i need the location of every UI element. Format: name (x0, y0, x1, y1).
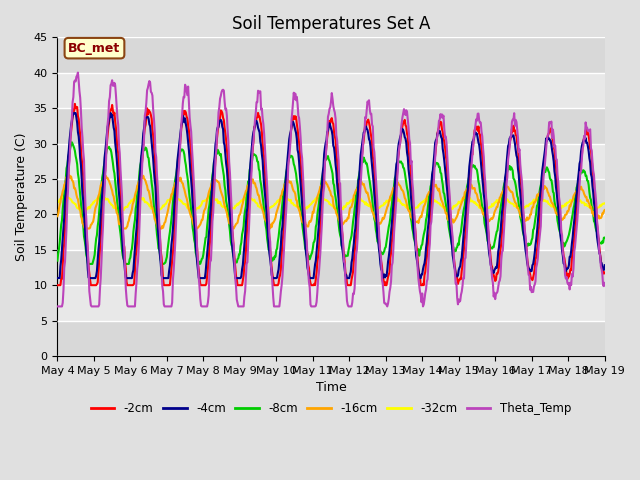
Bar (58, 108, 605, 144)
-4cm (175, 150, 182, 156)
Theta_Temp (431, 168, 438, 173)
Line: -8cm: -8cm (58, 142, 605, 264)
-32cm (378, 203, 385, 209)
Theta_Temp (198, 303, 205, 309)
-32cm (175, 196, 182, 202)
Bar (58, 321, 605, 356)
Text: BC_met: BC_met (68, 42, 120, 55)
Bar (58, 285, 605, 321)
Theta_Temp (552, 143, 559, 148)
Line: -4cm: -4cm (58, 113, 605, 278)
Theta_Temp (54, 303, 61, 309)
-16cm (199, 217, 207, 223)
-16cm (378, 219, 385, 225)
-8cm (601, 235, 609, 240)
Bar (58, 215, 605, 250)
Bar (58, 179, 605, 215)
-2cm (198, 282, 205, 288)
-8cm (68, 139, 76, 145)
-16cm (324, 184, 332, 190)
-32cm (54, 200, 61, 206)
X-axis label: Time: Time (316, 381, 346, 394)
-4cm (552, 174, 559, 180)
-8cm (378, 250, 385, 256)
-2cm (376, 252, 384, 258)
-4cm (323, 129, 331, 135)
-2cm (54, 282, 61, 288)
-16cm (175, 175, 183, 181)
-4cm (54, 275, 61, 281)
-32cm (601, 201, 609, 206)
-8cm (324, 153, 332, 159)
Line: -16cm: -16cm (58, 175, 605, 228)
Theta_Temp (323, 131, 331, 137)
-8cm (552, 205, 560, 211)
Line: -32cm: -32cm (58, 196, 605, 212)
-2cm (552, 156, 559, 162)
-8cm (84, 261, 92, 267)
-4cm (431, 150, 438, 156)
Line: Theta_Temp: Theta_Temp (58, 72, 605, 306)
Theta_Temp (601, 280, 609, 286)
-4cm (376, 261, 384, 267)
-16cm (54, 213, 61, 219)
-2cm (71, 101, 79, 107)
Bar (58, 37, 605, 73)
-16cm (601, 207, 609, 213)
-16cm (431, 183, 439, 189)
Title: Soil Temperatures Set A: Soil Temperatures Set A (232, 15, 430, 33)
Bar (58, 144, 605, 179)
-2cm (601, 270, 609, 276)
-32cm (552, 205, 560, 211)
-32cm (116, 209, 124, 215)
Legend: -2cm, -4cm, -8cm, -16cm, -32cm, Theta_Temp: -2cm, -4cm, -8cm, -16cm, -32cm, Theta_Te… (86, 398, 576, 420)
-2cm (323, 134, 331, 140)
-32cm (431, 199, 439, 204)
-32cm (198, 201, 205, 206)
-8cm (54, 258, 61, 264)
-2cm (431, 160, 438, 166)
Bar (58, 250, 605, 285)
-8cm (175, 153, 183, 159)
-16cm (552, 210, 560, 216)
-2cm (175, 166, 182, 171)
-4cm (70, 110, 78, 116)
Theta_Temp (376, 250, 384, 256)
-32cm (324, 199, 332, 204)
-16cm (65, 172, 73, 178)
Line: -2cm: -2cm (58, 104, 605, 285)
Theta_Temp (175, 173, 182, 179)
Bar (58, 73, 605, 108)
-4cm (198, 275, 205, 281)
-8cm (199, 255, 207, 261)
Theta_Temp (74, 70, 82, 75)
-4cm (601, 263, 609, 268)
-8cm (431, 163, 439, 168)
-16cm (82, 226, 90, 231)
-32cm (206, 193, 214, 199)
Y-axis label: Soil Temperature (C): Soil Temperature (C) (15, 132, 28, 261)
